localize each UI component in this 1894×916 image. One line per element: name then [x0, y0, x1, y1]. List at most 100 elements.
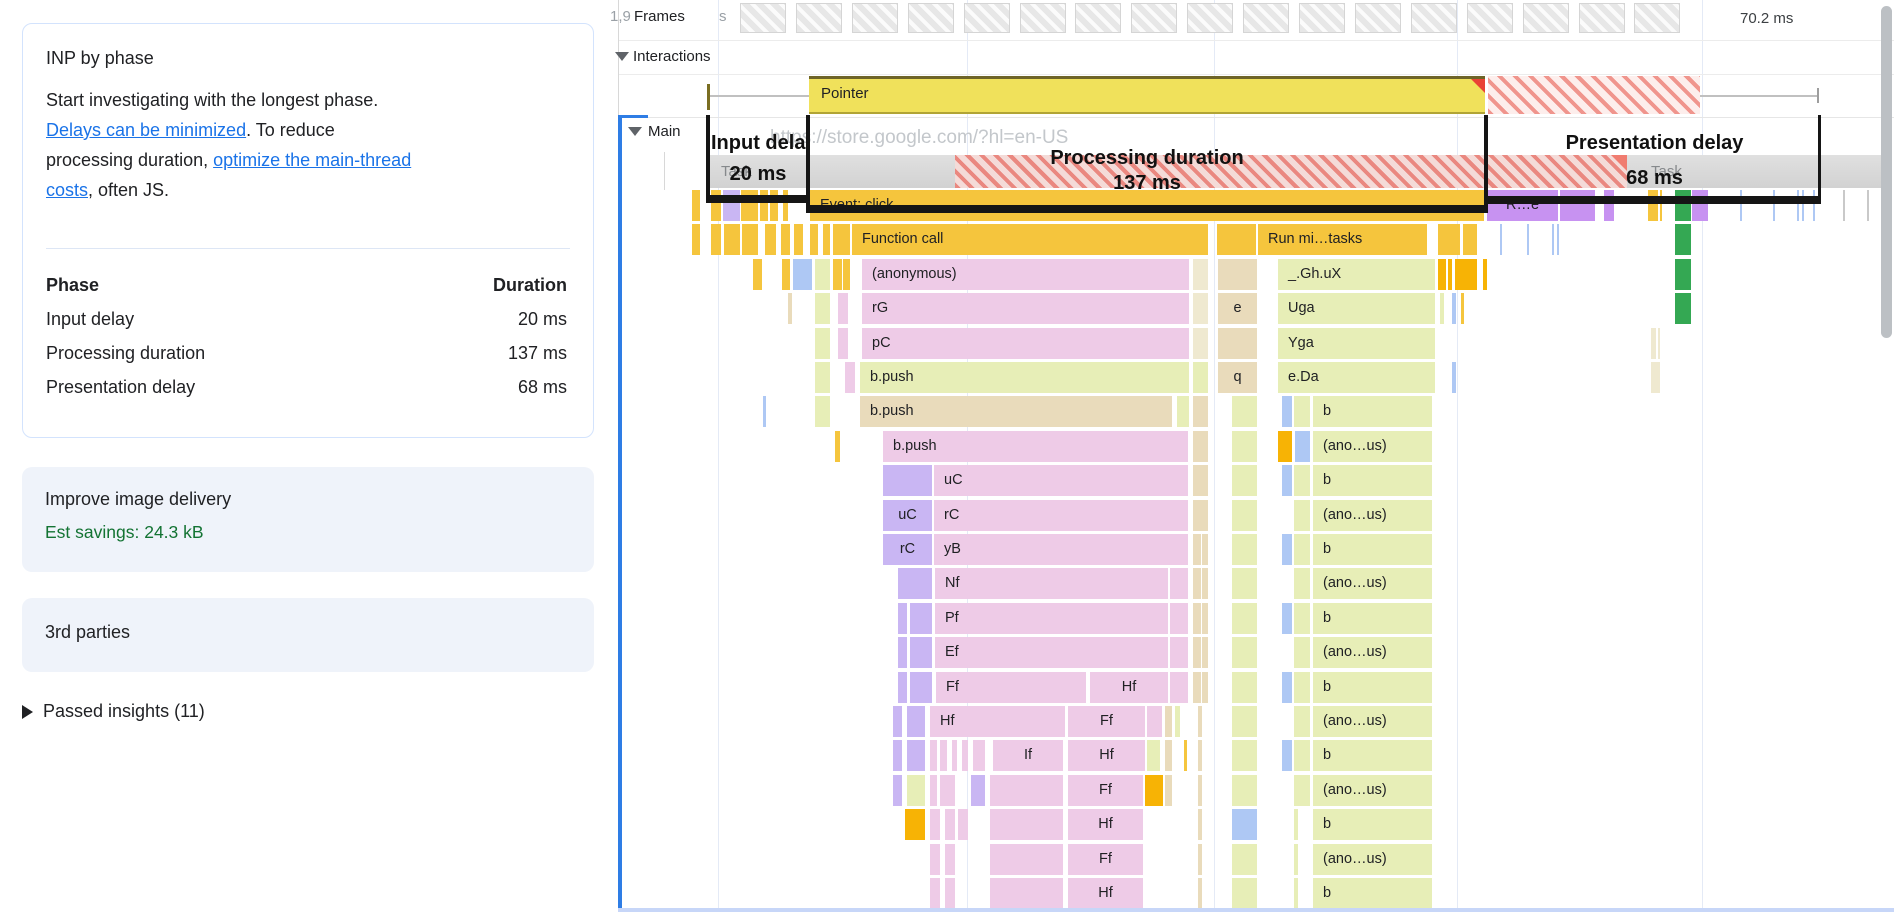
flame-bar-fragment[interactable]: [930, 740, 937, 771]
flame-bar-fragment[interactable]: [1294, 637, 1310, 668]
vertical-scrollbar-thumb[interactable]: [1881, 6, 1892, 338]
flame-bar-fragment[interactable]: [1198, 740, 1202, 771]
flame-bar-fragment[interactable]: [1232, 740, 1257, 771]
flame-bar-fragment[interactable]: [1165, 706, 1172, 737]
flame-bar-fragment[interactable]: [1438, 224, 1460, 255]
flame-bar-fragment[interactable]: [940, 740, 947, 771]
description-link[interactable]: costs: [46, 180, 89, 200]
flame-bar-fragment[interactable]: [910, 603, 932, 634]
flame-bar-fragment[interactable]: [835, 431, 840, 462]
flame-bar[interactable]: rC: [934, 500, 1188, 531]
flame-bar-fragment[interactable]: [990, 809, 1063, 840]
flame-bar[interactable]: uC: [934, 465, 1188, 496]
flame-bar-fragment[interactable]: [1232, 396, 1257, 427]
flame-bar-fragment[interactable]: [770, 190, 778, 221]
frame-box[interactable]: [1523, 3, 1569, 33]
flame-bar-fragment[interactable]: [1232, 706, 1257, 737]
collapse-triangle-icon[interactable]: [628, 127, 642, 136]
flame-bar-fragment[interactable]: [1294, 534, 1310, 565]
flame-bar-fragment[interactable]: [782, 259, 790, 290]
flame-bar[interactable]: Pf: [935, 603, 1168, 634]
flame-bar-fragment[interactable]: [788, 293, 792, 324]
flame-bar-fragment[interactable]: [1675, 293, 1691, 324]
frame-box[interactable]: [1411, 3, 1457, 33]
flame-bar[interactable]: pC: [862, 328, 1189, 359]
frame-box[interactable]: [796, 3, 842, 33]
flame-bar-fragment[interactable]: [990, 775, 1063, 806]
flame-bar-fragment[interactable]: [1170, 568, 1188, 599]
flame-bar-fragment[interactable]: [833, 259, 842, 290]
flame-bar-fragment[interactable]: [845, 362, 855, 393]
flame-bar[interactable]: Ff: [1068, 844, 1143, 875]
flame-bar-fragment[interactable]: [952, 740, 957, 771]
flame-bar-fragment[interactable]: [1843, 190, 1845, 221]
flame-bar-fragment[interactable]: [823, 224, 830, 255]
task-bar[interactable]: [1793, 155, 1834, 188]
flame-bar-fragment[interactable]: [893, 775, 902, 806]
flame-bar-fragment[interactable]: [1198, 706, 1202, 737]
flame-bar-fragment[interactable]: [893, 706, 902, 737]
flame-bar-fragment[interactable]: [692, 224, 700, 255]
flame-bar-fragment[interactable]: [724, 224, 740, 255]
flame-bar-fragment[interactable]: [1463, 224, 1477, 255]
inp-by-phase-card[interactable]: INP by phase Start investigating with th…: [22, 23, 594, 438]
flame-bar-fragment[interactable]: [815, 396, 830, 427]
flame-bar-fragment[interactable]: [973, 740, 985, 771]
flame-bar-fragment[interactable]: [1193, 603, 1201, 634]
flame-bar-fragment[interactable]: [1294, 878, 1298, 909]
flame-bar-fragment[interactable]: [1202, 637, 1208, 668]
flame-bar-fragment[interactable]: [838, 328, 848, 359]
frame-box[interactable]: [1187, 3, 1233, 33]
flame-bar-fragment[interactable]: [1232, 775, 1257, 806]
flame-bar-fragment[interactable]: [1198, 844, 1202, 875]
flame-bar-fragment[interactable]: [1193, 396, 1208, 427]
flame-bar[interactable]: Hf: [930, 706, 1065, 737]
flame-bar-fragment[interactable]: [1198, 878, 1202, 909]
flame-bar-fragment[interactable]: [1218, 259, 1257, 290]
flame-bar-fragment[interactable]: [1500, 224, 1502, 255]
flame-bar-fragment[interactable]: [1193, 431, 1208, 462]
flame-bar[interactable]: _.Gh.uX: [1278, 259, 1435, 290]
flame-bar-fragment[interactable]: [907, 706, 925, 737]
flame-bar-fragment[interactable]: [815, 293, 830, 324]
flame-bar-fragment[interactable]: [1175, 706, 1180, 737]
flame-bar-fragment[interactable]: [1218, 328, 1257, 359]
frame-box[interactable]: [1355, 3, 1401, 33]
flame-bar-fragment[interactable]: [1232, 603, 1257, 634]
flame-bar-fragment[interactable]: [1740, 190, 1742, 221]
flame-bar-fragment[interactable]: [1867, 190, 1869, 221]
flame-bar[interactable]: (ano…us): [1313, 775, 1432, 806]
frame-box[interactable]: [1579, 3, 1625, 33]
flame-bar[interactable]: b.push: [883, 431, 1188, 462]
flame-bar-fragment[interactable]: [1193, 259, 1208, 290]
flame-bar-fragment[interactable]: [1282, 534, 1292, 565]
track-label-main[interactable]: Main: [648, 123, 681, 140]
flame-bar-fragment[interactable]: [843, 259, 850, 290]
flame-bar[interactable]: Hf: [1068, 740, 1145, 771]
flame-bar-fragment[interactable]: [930, 775, 937, 806]
flame-bar[interactable]: rC: [883, 534, 932, 565]
flame-bar-fragment[interactable]: [1461, 293, 1464, 324]
flame-bar-fragment[interactable]: [1147, 706, 1162, 737]
flame-bar-fragment[interactable]: [1232, 431, 1257, 462]
flame-bar-fragment[interactable]: [1452, 362, 1456, 393]
frame-box[interactable]: [740, 3, 786, 33]
flame-bar-fragment[interactable]: [898, 637, 907, 668]
flame-bar-fragment[interactable]: [1438, 259, 1446, 290]
flame-bar-fragment[interactable]: [1557, 224, 1559, 255]
flame-bar-fragment[interactable]: [1294, 809, 1298, 840]
flame-bar-fragment[interactable]: [838, 293, 848, 324]
flame-bar[interactable]: b: [1313, 809, 1432, 840]
flame-bar-fragment[interactable]: [910, 672, 932, 703]
flame-bar-fragment[interactable]: [1232, 637, 1257, 668]
task-bar[interactable]: [1736, 155, 1794, 188]
frame-box[interactable]: [1243, 3, 1289, 33]
flame-bar-fragment[interactable]: [1202, 672, 1208, 703]
flame-bar-fragment[interactable]: [711, 224, 721, 255]
third-parties-card[interactable]: 3rd parties: [22, 598, 594, 672]
flame-bar-fragment[interactable]: [1604, 190, 1614, 221]
flame-bar-fragment[interactable]: [781, 224, 790, 255]
flame-bar[interactable]: R…e: [1487, 190, 1558, 221]
flame-bar-fragment[interactable]: [1294, 844, 1298, 875]
flame-bar-fragment[interactable]: [1198, 809, 1202, 840]
